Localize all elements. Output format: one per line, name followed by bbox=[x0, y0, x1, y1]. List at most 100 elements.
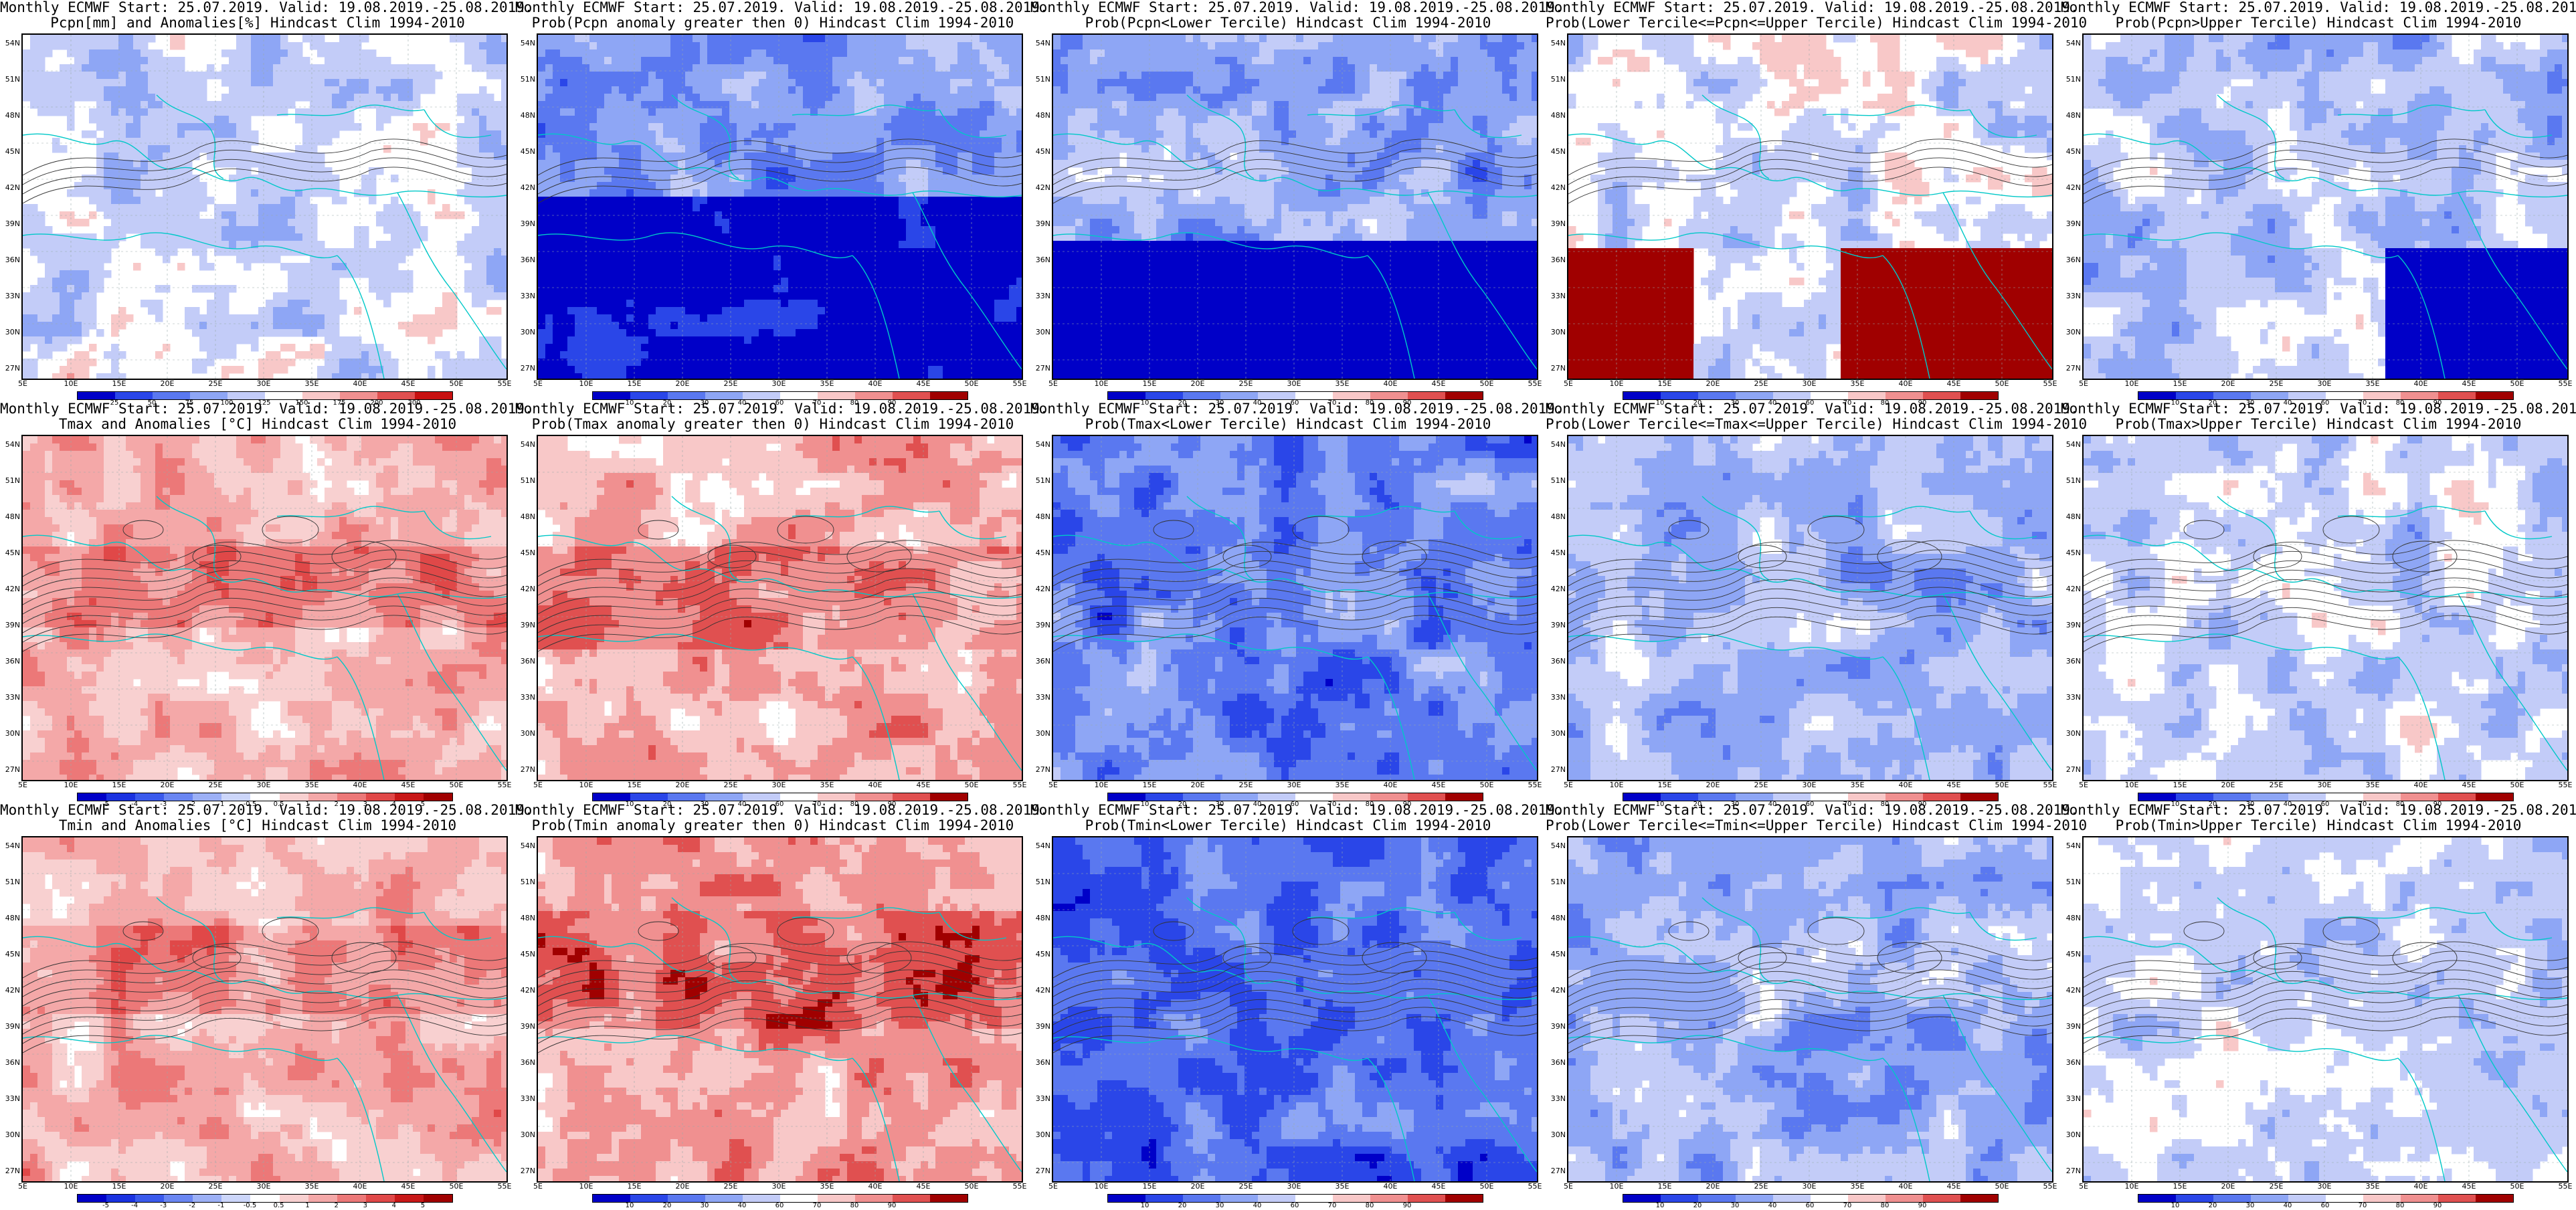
latitude-label: 42N bbox=[1, 585, 20, 593]
latitude-label: 51N bbox=[1, 75, 20, 84]
latitude-label: 33N bbox=[1547, 1094, 1566, 1103]
colorbar-segment bbox=[308, 1195, 337, 1202]
colorbar-segment bbox=[2363, 1195, 2401, 1202]
colorbar-tick-label: 80 bbox=[2396, 1202, 2405, 1209]
latitude-label: 36N bbox=[1547, 256, 1566, 264]
colorbar-segment bbox=[1295, 392, 1333, 399]
longitude-label: 30E bbox=[257, 781, 271, 789]
longitude-label: 40E bbox=[353, 379, 367, 388]
longitude-label: 35E bbox=[305, 379, 319, 388]
longitude-label: 25E bbox=[2270, 781, 2284, 789]
longitude-label: 45E bbox=[1947, 1182, 1961, 1191]
latitude-label: 45N bbox=[1547, 548, 1566, 557]
longitude-label: 45E bbox=[2462, 1182, 2476, 1191]
panel-title-line1: Monthly ECMWF Start: 25.07.2019. Valid: … bbox=[515, 0, 1030, 15]
longitude-label: 40E bbox=[1384, 379, 1398, 388]
latitude-label: 27N bbox=[1032, 765, 1050, 774]
panel-title-line2: Prob(Tmax>Upper Tercile) Hindcast Clim 1… bbox=[2061, 417, 2576, 432]
colorbar-segment bbox=[366, 1195, 395, 1202]
colorbar-segment bbox=[106, 793, 135, 801]
longitude-label: 20E bbox=[161, 781, 175, 789]
latitude-label: 36N bbox=[1032, 256, 1050, 264]
latitude-label: 27N bbox=[1, 1167, 20, 1175]
latitude-label: 33N bbox=[1032, 693, 1050, 702]
colorbar-segment bbox=[415, 392, 452, 399]
longitude-label: 45E bbox=[1947, 781, 1961, 789]
colorbar-segment bbox=[302, 392, 340, 399]
longitude-label: 55E bbox=[1013, 379, 1027, 388]
longitude-label: 50E bbox=[1995, 781, 2009, 789]
colorbar-tick-label: 5 bbox=[421, 1202, 425, 1209]
colorbar-segment bbox=[2401, 392, 2438, 399]
colorbar-tick-label: 3 bbox=[363, 1202, 367, 1209]
colorbar-segment bbox=[1623, 1195, 1661, 1202]
longitude-label: 5E bbox=[18, 379, 27, 388]
colorbar-segment bbox=[1370, 793, 1408, 801]
map-panel: Monthly ECMWF Start: 25.07.2019. Valid: … bbox=[2061, 803, 2576, 1204]
colorbar-tick-label: 20 bbox=[1693, 1202, 1702, 1209]
map-plot bbox=[1567, 33, 2053, 380]
colorbar-segment bbox=[1623, 793, 1661, 801]
colorbar-segment bbox=[308, 793, 337, 801]
colorbar-segment bbox=[2176, 793, 2213, 801]
latitude-label: 54N bbox=[517, 841, 535, 850]
panel-title-line2: Pcpn[mm] and Anomalies[%] Hindcast Clim … bbox=[0, 15, 515, 31]
longitude-label: 30E bbox=[257, 1182, 271, 1191]
colorbar-segment bbox=[2213, 793, 2251, 801]
colorbar-segment bbox=[1736, 1195, 1773, 1202]
longitude-label: 55E bbox=[498, 379, 512, 388]
longitude-label: 35E bbox=[305, 1182, 319, 1191]
panel-title-line2: Prob(Tmin>Upper Tercile) Hindcast Clim 1… bbox=[2061, 818, 2576, 833]
colorbar-segment bbox=[1960, 392, 1998, 399]
longitude-label: 50E bbox=[1480, 781, 1494, 789]
colorbar-tick-label: 10 bbox=[1656, 1202, 1665, 1209]
colorbar-segment bbox=[377, 392, 415, 399]
colorbar-segment bbox=[135, 793, 164, 801]
colorbar-segment bbox=[1108, 1195, 1145, 1202]
colorbar-segment bbox=[2438, 793, 2476, 801]
panel-title-line2: Prob(Tmax anomaly greater then 0) Hindca… bbox=[515, 417, 1030, 432]
latitude-label: 51N bbox=[1547, 75, 1566, 84]
latitude-label: 45N bbox=[1547, 950, 1566, 959]
latitude-label: 27N bbox=[1547, 364, 1566, 373]
colorbar-segment bbox=[1408, 1195, 1445, 1202]
colorbar-segment bbox=[366, 793, 395, 801]
colorbar-segment bbox=[193, 793, 221, 801]
colorbar-segment bbox=[1220, 1195, 1258, 1202]
latitude-label: 48N bbox=[1547, 111, 1566, 120]
longitude-label: 25E bbox=[1239, 1182, 1253, 1191]
longitude-label: 15E bbox=[2173, 379, 2187, 388]
latitude-label: 45N bbox=[517, 147, 535, 156]
colorbar-segment bbox=[705, 793, 743, 801]
panel-title-line2: Prob(Tmax<Lower Tercile) Hindcast Clim 1… bbox=[1030, 417, 1546, 432]
colorbar-segment bbox=[818, 392, 855, 399]
colorbar-segment bbox=[78, 1195, 106, 1202]
colorbar-segment bbox=[1220, 793, 1258, 801]
panel-title-line2: Prob(Lower Tercile<=Tmax<=Upper Tercile)… bbox=[1546, 417, 2061, 432]
colorbar-tick-label: 70 bbox=[2359, 1202, 2367, 1209]
latitude-label: 54N bbox=[2062, 39, 2081, 47]
latitude-label: 54N bbox=[1547, 841, 1566, 850]
colorbar-segment bbox=[2476, 1195, 2513, 1202]
colorbar-tick-label: 0.5 bbox=[274, 1202, 284, 1209]
longitude-label: 25E bbox=[1239, 781, 1253, 789]
latitude-label: 27N bbox=[1032, 364, 1050, 373]
longitude-label: 10E bbox=[2125, 1182, 2139, 1191]
panel-title-line1: Monthly ECMWF Start: 25.07.2019. Valid: … bbox=[1546, 803, 2061, 818]
colorbar-tick-label: 30 bbox=[1731, 1202, 1740, 1209]
longitude-label: 5E bbox=[533, 379, 543, 388]
colorbar-segment bbox=[1333, 793, 1370, 801]
map-field bbox=[1053, 436, 1537, 780]
latitude-label: 39N bbox=[1547, 219, 1566, 228]
colorbar-segment bbox=[1183, 392, 1220, 399]
longitude-label: 40E bbox=[2414, 379, 2428, 388]
latitude-label: 51N bbox=[2062, 878, 2081, 886]
colorbar-segment bbox=[1960, 793, 1998, 801]
longitude-label: 10E bbox=[579, 1182, 593, 1191]
longitude-label: 45E bbox=[917, 781, 931, 789]
colorbar-segment bbox=[1220, 392, 1258, 399]
longitude-label: 15E bbox=[112, 1182, 126, 1191]
colorbar-segment bbox=[1183, 1195, 1220, 1202]
colorbar-segment bbox=[1773, 1195, 1811, 1202]
latitude-label: 45N bbox=[517, 548, 535, 557]
